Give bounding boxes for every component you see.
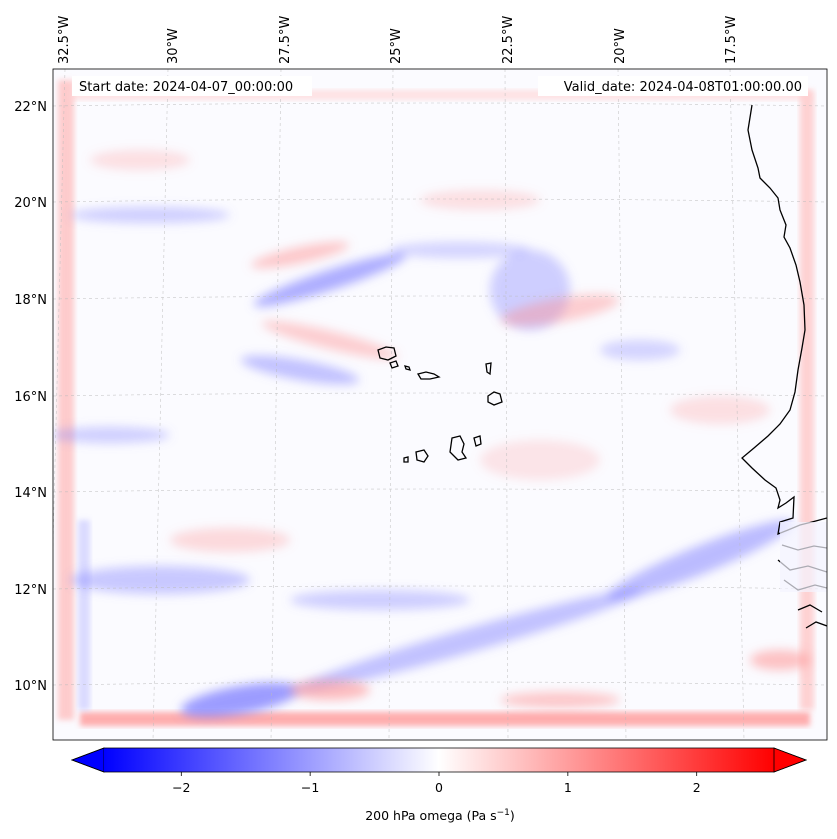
colorbar-tick-label: −2	[172, 780, 190, 795]
red-band-south-2	[500, 692, 620, 708]
meridian-line	[270, 69, 282, 740]
start-date-box	[72, 76, 312, 96]
red-band-south-3	[170, 528, 290, 552]
lat-label: 14°N	[14, 486, 47, 501]
colorbar-label: 200 hPa omega (Pa s−1)	[365, 808, 515, 823]
lat-label: 10°N	[14, 679, 47, 694]
red-band-east-3	[750, 650, 810, 670]
blue-band-south-2	[296, 589, 644, 691]
colorbar-tick-label: −1	[301, 780, 319, 795]
lon-label: 30°W	[166, 28, 181, 64]
red-band-south-1	[290, 680, 370, 700]
blue-band-south-4	[70, 566, 250, 594]
boundary-inner-left	[78, 520, 90, 710]
red-band-east-2	[670, 396, 770, 424]
lon-label: 22.5°W	[501, 16, 516, 64]
parallel-line	[53, 295, 827, 300]
lon-label: 32.5°W	[57, 16, 72, 64]
parallel-line	[53, 488, 827, 493]
cape-verde-islands	[377, 346, 503, 463]
blue-band-west-1	[53, 427, 170, 443]
map-panel: Start date: 2024-04-07_00:00:00 Valid_da…	[14, 16, 828, 741]
colorbar-outline	[70, 747, 808, 773]
island-sao-nicolau	[416, 371, 441, 380]
boundary-frame-top	[70, 90, 810, 100]
lat-label: 18°N	[14, 293, 47, 308]
lon-label: 27.5°W	[278, 16, 293, 64]
meridian-line	[617, 69, 627, 740]
colorbar-tick-label: 0	[435, 780, 443, 795]
lat-label: 20°N	[14, 196, 47, 211]
meridian-line	[388, 69, 394, 740]
lat-label: 16°N	[14, 390, 47, 405]
latitude-labels: 22°N 20°N 18°N 16°N 14°N 12°N 10°N	[14, 100, 47, 694]
parallel-line	[53, 198, 827, 203]
parallel-line	[53, 681, 827, 686]
colorbar-ticks: −2 −1 0 1 2	[172, 772, 701, 795]
blue-band-south-1	[180, 682, 300, 718]
blue-band-east-1	[600, 340, 680, 360]
colorbar-tick-label: 2	[693, 780, 701, 795]
red-band-center-1	[480, 440, 600, 480]
boundary-frame-bottom	[80, 712, 810, 726]
red-band-north-2	[262, 320, 398, 360]
island-sao-vicente	[389, 360, 399, 369]
lon-label: 25°W	[389, 28, 404, 64]
longitude-labels: 32.5°W 30°W 27.5°W 25°W 22.5°W 20°W 17.5…	[57, 16, 739, 64]
lon-label: 17.5°W	[724, 16, 739, 64]
valid-date-box	[538, 76, 808, 96]
island-boa-vista	[487, 391, 503, 406]
parallel-line	[53, 392, 827, 397]
blue-band-north-4	[70, 207, 230, 223]
blue-band-north-1	[253, 253, 407, 307]
colorbar-body	[104, 748, 774, 772]
lon-label: 20°W	[613, 28, 628, 64]
meridian-line	[504, 69, 509, 740]
africa-land-fill	[780, 522, 827, 592]
lat-label: 22°N	[14, 100, 47, 115]
blue-band-south-3	[607, 520, 793, 600]
red-band-north-1	[251, 241, 349, 269]
boundary-frame-right	[800, 90, 814, 710]
blue-band-north-2	[240, 355, 360, 385]
meridian-line	[152, 69, 169, 740]
island-santo-antao	[377, 346, 397, 361]
island-sal	[485, 362, 492, 376]
meridian-line	[729, 69, 745, 740]
gridlines	[53, 69, 827, 740]
africa-coastline	[741, 104, 827, 536]
colorbar-tick-label: 1	[564, 780, 572, 795]
colorbar-extend-low	[70, 747, 105, 773]
island-brava	[403, 456, 409, 463]
lat-label: 12°N	[14, 583, 47, 598]
blue-band-south-5	[290, 590, 470, 610]
red-band-north-3	[420, 190, 540, 210]
start-date-label: Start date: 2024-04-07_00:00:00	[79, 80, 293, 95]
red-band-east-1	[500, 294, 620, 326]
colorbar: −2 −1 0 1 2 200 hPa omega (Pa s−1)	[70, 747, 808, 823]
island-maio	[473, 435, 482, 447]
island-santa-luzia	[404, 365, 411, 371]
parallel-line	[53, 585, 827, 590]
boundary-frame-left	[58, 80, 74, 720]
colorbar-label-main: 200 hPa omega (Pa s	[365, 808, 496, 823]
colorbar-extend-high	[773, 747, 808, 773]
blue-band-north-5	[390, 242, 530, 258]
island-santiago	[449, 435, 468, 461]
red-band-northwest-1	[90, 150, 190, 170]
parallel-line	[53, 102, 827, 107]
map-border	[52, 68, 828, 741]
colorbar-label-sup: −1	[497, 808, 510, 818]
omega-field	[53, 69, 827, 740]
colorbar-label-end: )	[510, 808, 515, 823]
island-fogo	[415, 449, 429, 463]
valid-date-label: Valid_date: 2024-04-08T01:00:00.00	[564, 80, 802, 95]
